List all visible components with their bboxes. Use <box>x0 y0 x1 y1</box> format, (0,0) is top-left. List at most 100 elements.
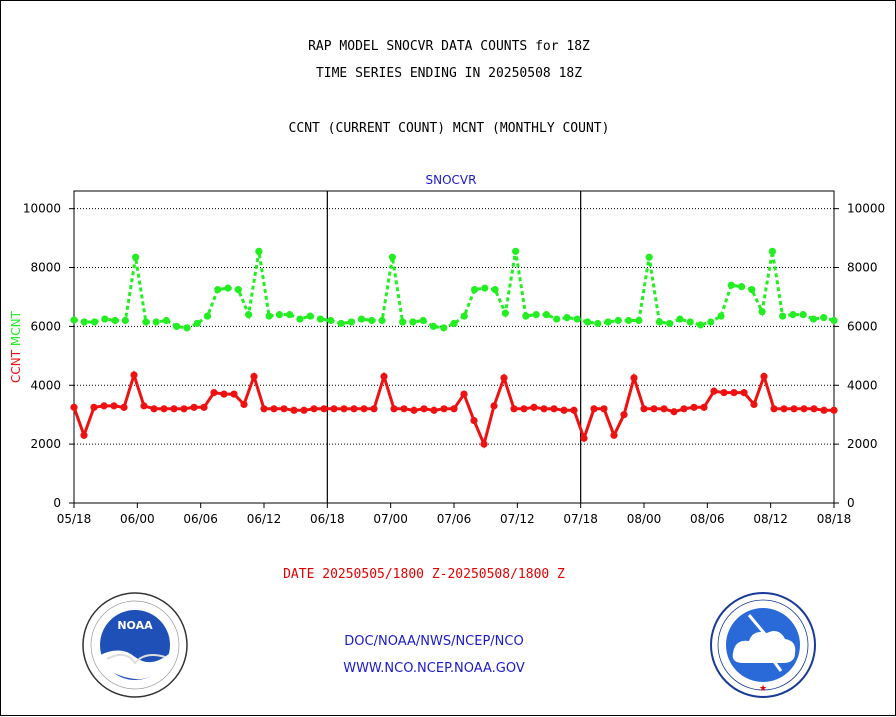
y-tick-label-left: 6000 <box>30 319 61 333</box>
data-point-mcnt <box>286 311 294 319</box>
data-point-ccnt <box>730 389 738 397</box>
data-point-mcnt <box>234 286 242 294</box>
x-tick-label: 07/06 <box>437 512 472 526</box>
data-point-ccnt <box>520 405 528 413</box>
data-point-ccnt <box>610 431 618 439</box>
data-point-mcnt <box>583 318 592 326</box>
data-point-mcnt <box>244 311 253 319</box>
x-tick-label: 08/18 <box>817 512 852 526</box>
data-point-mcnt <box>152 318 160 326</box>
data-point-mcnt <box>707 318 715 326</box>
data-point-mcnt <box>748 286 756 294</box>
data-point-mcnt <box>296 315 304 323</box>
data-point-mcnt <box>460 312 468 320</box>
x-tick-label: 06/06 <box>183 512 218 526</box>
data-point-ccnt <box>620 411 628 419</box>
data-point-ccnt <box>710 387 718 395</box>
x-tick-label: 05/18 <box>57 512 92 526</box>
data-point-ccnt <box>690 403 698 411</box>
data-point-mcnt <box>173 322 181 330</box>
x-tick-label: 06/12 <box>247 512 282 526</box>
x-tick-label: 08/06 <box>690 512 725 526</box>
data-point-ccnt <box>420 405 428 413</box>
data-point-ccnt <box>750 400 758 408</box>
data-point-mcnt <box>542 311 551 319</box>
data-point-ccnt <box>90 403 98 411</box>
data-point-mcnt <box>255 247 263 255</box>
data-point-ccnt <box>80 431 88 439</box>
data-point-mcnt <box>347 318 355 326</box>
data-point-ccnt <box>110 402 118 410</box>
data-point-ccnt <box>790 405 798 413</box>
data-point-mcnt <box>820 313 828 322</box>
data-point-mcnt <box>470 286 479 294</box>
y-tick-label-left: 2000 <box>30 437 61 451</box>
data-point-ccnt <box>480 440 488 448</box>
footer-url-link[interactable]: WWW.NCO.NCEP.NOAA.GOV <box>343 661 525 676</box>
plot-area <box>73 190 835 504</box>
footer-org-link[interactable]: DOC/NOAA/NWS/NCEP/NCO <box>344 634 524 649</box>
data-point-mcnt <box>265 312 273 320</box>
data-point-mcnt <box>214 286 222 294</box>
data-point-ccnt <box>230 390 238 398</box>
data-point-ccnt <box>390 405 398 413</box>
data-point-ccnt <box>570 406 578 414</box>
data-point-ccnt <box>210 389 218 397</box>
plot-title: SNOCVR <box>426 173 477 187</box>
data-point-ccnt <box>190 403 198 411</box>
data-point-ccnt <box>500 374 508 382</box>
data-point-ccnt <box>100 402 108 410</box>
noaa-logo: NOAA <box>82 592 188 698</box>
data-point-ccnt <box>200 403 208 411</box>
data-point-ccnt <box>810 405 818 413</box>
y-tick-label-right: 0 <box>847 496 855 510</box>
data-point-mcnt <box>573 315 581 323</box>
data-point-ccnt <box>260 405 268 413</box>
data-point-mcnt <box>80 318 88 326</box>
data-point-ccnt <box>540 405 548 413</box>
y-tick-label-left: 0 <box>53 496 61 510</box>
data-point-mcnt <box>162 316 171 325</box>
y-tick-label-right: 10000 <box>847 202 885 216</box>
y-tick-label-right: 2000 <box>847 437 878 451</box>
data-point-ccnt <box>430 406 438 414</box>
data-point-ccnt <box>600 405 608 413</box>
data-point-mcnt <box>101 315 109 323</box>
data-point-ccnt <box>310 405 318 413</box>
data-point-ccnt <box>770 405 778 413</box>
data-point-ccnt <box>820 406 828 414</box>
data-point-mcnt <box>614 316 622 325</box>
data-point-mcnt <box>779 312 787 320</box>
data-point-ccnt <box>720 389 728 397</box>
data-point-mcnt <box>789 311 797 319</box>
data-point-ccnt <box>120 403 128 411</box>
data-point-ccnt <box>300 406 308 414</box>
x-tick-label: 08/12 <box>753 512 788 526</box>
data-point-ccnt <box>530 403 538 411</box>
series-line-mcnt <box>73 251 835 330</box>
data-point-mcnt <box>142 318 150 326</box>
data-point-mcnt <box>316 315 325 323</box>
data-point-ccnt <box>280 405 288 413</box>
data-point-mcnt <box>368 316 376 325</box>
data-point-mcnt <box>491 286 499 294</box>
data-point-mcnt <box>399 318 407 326</box>
data-point-mcnt <box>563 313 571 322</box>
data-point-ccnt <box>150 405 158 413</box>
x-tick-label: 07/18 <box>563 512 598 526</box>
chart-title-line1: RAP MODEL SNOCVR DATA COUNTS for 18Z <box>308 39 590 54</box>
data-point-ccnt <box>490 402 498 410</box>
data-point-mcnt <box>809 315 818 323</box>
data-point-ccnt <box>130 371 138 379</box>
data-point-ccnt <box>590 405 598 413</box>
data-point-mcnt <box>132 253 140 261</box>
data-point-ccnt <box>160 405 168 413</box>
data-point-ccnt <box>660 405 668 413</box>
data-point-mcnt <box>512 247 520 255</box>
data-point-ccnt <box>270 405 278 413</box>
data-point-mcnt <box>429 322 438 330</box>
data-point-ccnt <box>320 405 328 413</box>
data-point-mcnt <box>306 312 314 320</box>
y-tick-label-right: 4000 <box>847 378 878 392</box>
